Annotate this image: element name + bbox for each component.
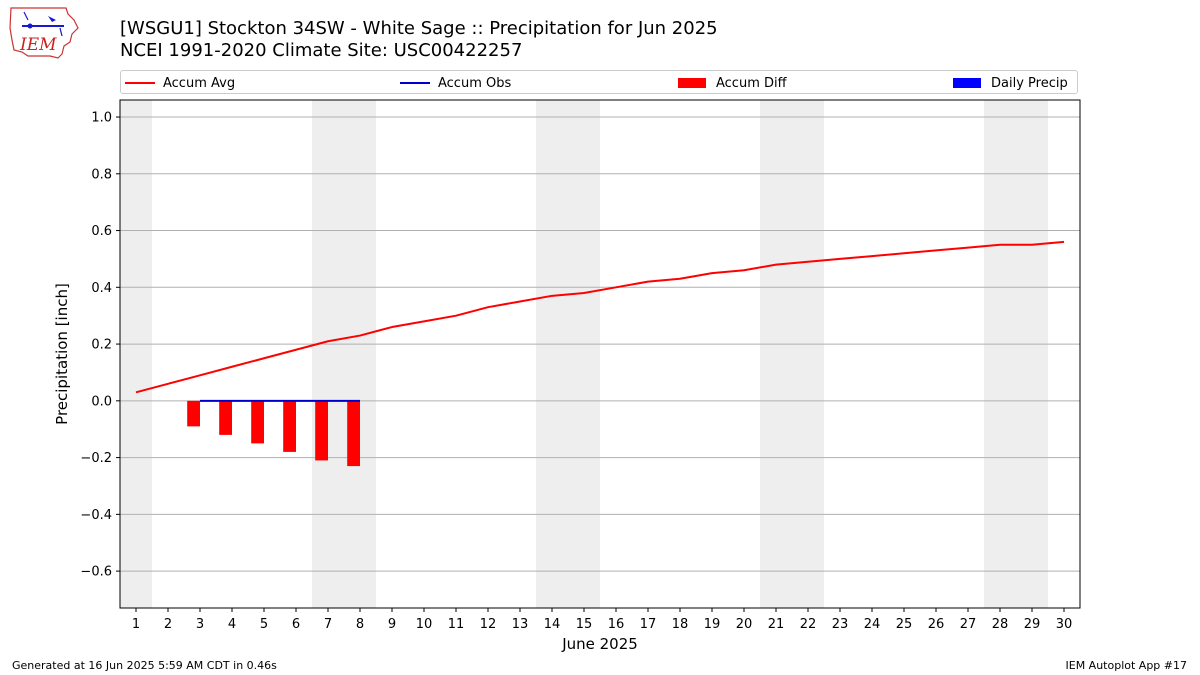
x-tick-label-26: 27 <box>960 617 977 632</box>
y-tick-label-7: 0.8 <box>91 167 112 182</box>
x-tick-label-7: 8 <box>356 617 364 632</box>
x-tick-label-16: 17 <box>640 617 657 632</box>
y-tick-label-2: −0.2 <box>80 451 112 466</box>
y-axis-label: Precipitation [inch] <box>53 283 71 425</box>
plot-frame <box>119 99 1081 609</box>
accum-avg-line <box>135 240 1065 394</box>
chart-title: [WSGU1] Stockton 34SW - White Sage :: Pr… <box>120 18 718 39</box>
chart-legend: Accum Avg Accum Obs Accum Diff Daily Pre… <box>120 70 1078 94</box>
accum-diff-bar-8 <box>347 400 360 467</box>
x-tick-label-8: 9 <box>388 617 396 632</box>
accum-diff-bar-4 <box>219 400 232 435</box>
legend-swatch-accum-avg <box>125 82 155 84</box>
x-tick-label-5: 6 <box>292 617 300 632</box>
x-tick-label-17: 18 <box>672 617 689 632</box>
weekend-band-28 <box>984 100 1016 608</box>
x-tick-label-14: 15 <box>576 617 593 632</box>
accum-diff-bar-3 <box>187 400 200 427</box>
x-tick-label-29: 30 <box>1056 617 1073 632</box>
legend-label-accum-avg: Accum Avg <box>163 75 236 91</box>
x-tick-label-20: 21 <box>768 617 785 632</box>
series-lines <box>135 240 1065 402</box>
x-tick-label-18: 19 <box>704 617 721 632</box>
x-tick-label-2: 3 <box>196 617 204 632</box>
legend-item-accum-diff: Accum Diff <box>678 74 787 92</box>
iem-logo: IEM <box>8 6 80 60</box>
y-tick-label-4: 0.2 <box>91 338 112 353</box>
x-tick-label-23: 24 <box>864 617 881 632</box>
y-tick-label-3: 0.0 <box>91 394 112 409</box>
weekend-band-8 <box>344 100 376 608</box>
legend-item-daily-precip: Daily Precip <box>953 74 1068 92</box>
x-tick-label-9: 10 <box>416 617 433 632</box>
weekend-band-14 <box>536 100 568 608</box>
x-tick-label-28: 29 <box>1024 617 1041 632</box>
x-axis-ticks: 1 2 3 4 5 6 7 8 9 10 11 12 13 14 15 16 17 18 19 20 21 22 23 24 2… <box>132 608 1072 632</box>
accum-diff-bar-6 <box>283 400 296 452</box>
x-axis-label: June 2025 <box>561 635 638 653</box>
y-tick-label-1: −0.4 <box>80 508 112 523</box>
accum-diff-bar-7 <box>315 400 328 461</box>
weekend-band-7 <box>312 100 344 608</box>
x-tick-label-22: 23 <box>832 617 849 632</box>
accum-diff-bar-5 <box>251 400 264 444</box>
logo-text: IEM <box>19 35 57 55</box>
x-tick-label-21: 22 <box>800 617 817 632</box>
accum-diff-bars <box>187 400 360 467</box>
legend-item-accum-obs: Accum Obs <box>400 74 511 92</box>
y-axis-ticks: −0.6 −0.4 −0.2 0.0 0.2 0.4 0.6 0.8 1.0 <box>80 111 120 580</box>
legend-label-accum-obs: Accum Obs <box>438 75 512 91</box>
x-tick-label-10: 11 <box>448 617 465 632</box>
y-tick-label-8: 1.0 <box>91 111 112 126</box>
legend-swatch-accum-obs <box>400 82 430 84</box>
app-note: IEM Autoplot App #17 <box>1065 659 1188 672</box>
y-tick-label-5: 0.4 <box>91 281 112 296</box>
x-tick-label-13: 14 <box>544 617 561 632</box>
weekend-band-15 <box>568 100 600 608</box>
generated-note: Generated at 16 Jun 2025 5:59 AM CDT in … <box>12 659 277 672</box>
legend-swatch-accum-diff <box>678 78 706 88</box>
weekend-shading <box>120 100 1048 608</box>
weekend-band-29 <box>1016 100 1048 608</box>
weekend-band-1 <box>120 100 152 608</box>
x-tick-label-11: 12 <box>480 617 497 632</box>
x-tick-label-15: 16 <box>608 617 625 632</box>
x-tick-label-24: 25 <box>896 617 913 632</box>
y-tick-label-6: 0.6 <box>91 224 112 239</box>
x-tick-label-19: 20 <box>736 617 753 632</box>
x-tick-label-12: 13 <box>512 617 529 632</box>
x-tick-label-4: 5 <box>260 617 268 632</box>
weekend-band-22 <box>792 100 824 608</box>
legend-label-accum-diff: Accum Diff <box>716 75 787 91</box>
weekend-band-21 <box>760 100 792 608</box>
legend-label-daily-precip: Daily Precip <box>991 75 1068 91</box>
x-tick-label-0: 1 <box>132 617 140 632</box>
y-tick-label-0: −0.6 <box>80 565 112 580</box>
x-tick-label-27: 28 <box>992 617 1009 632</box>
x-tick-label-6: 7 <box>324 617 332 632</box>
x-tick-label-25: 26 <box>928 617 945 632</box>
legend-item-accum-avg: Accum Avg <box>125 74 235 92</box>
x-tick-label-3: 4 <box>228 617 236 632</box>
chart-subtitle: NCEI 1991-2020 Climate Site: USC00422257 <box>120 40 523 61</box>
legend-swatch-daily-precip <box>953 78 981 88</box>
x-tick-label-1: 2 <box>164 617 172 632</box>
